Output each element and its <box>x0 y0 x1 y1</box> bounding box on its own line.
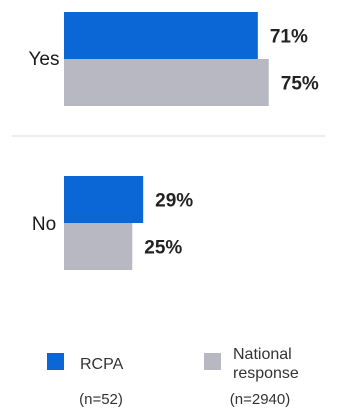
data-label-no-national-response: 25% <box>144 238 182 259</box>
category-label-yes: Yes <box>29 49 60 70</box>
bar-no-national-response <box>64 223 133 270</box>
data-label-yes-rcpa: 71% <box>270 27 308 48</box>
labels-layer: Yes 71% 75% No 29% 25% <box>29 27 319 259</box>
bars-layer <box>64 12 269 270</box>
legend-label-national-line-1: National <box>233 346 292 363</box>
category-label-no: No <box>32 214 56 235</box>
bar-yes-rcpa <box>64 12 258 59</box>
legend-label-national-response: National response <box>233 346 299 382</box>
legend-swatch-national-response <box>204 353 221 370</box>
data-label-yes-national-response: 75% <box>281 74 319 95</box>
legend-swatch-rcpa <box>47 353 64 370</box>
legend-label-national-line-2: response <box>233 365 299 382</box>
legend-n-rcpa: (n=52) <box>79 391 123 408</box>
data-label-no-rcpa: 29% <box>155 191 193 212</box>
legend-n-national-response: (n=2940) <box>230 391 290 408</box>
bar-yes-national-response <box>64 59 269 106</box>
bar-no-rcpa <box>64 176 144 223</box>
legend-label-rcpa: RCPA <box>80 356 124 373</box>
legend: RCPA (n=52) National response (n=2940) <box>47 346 299 408</box>
